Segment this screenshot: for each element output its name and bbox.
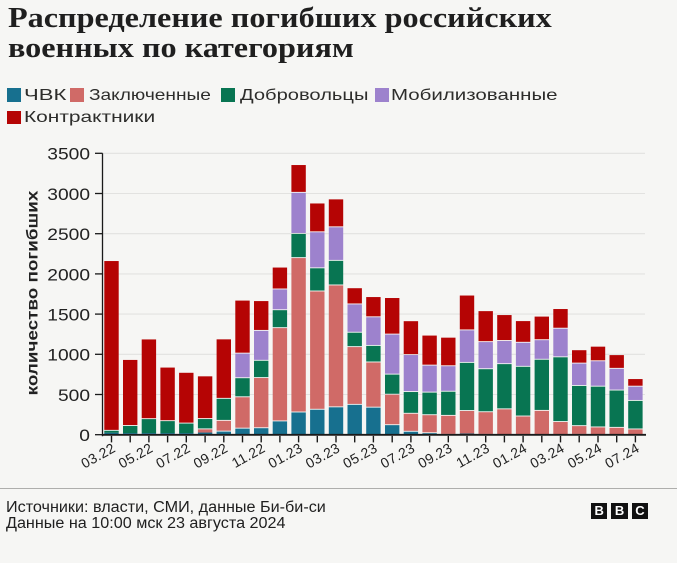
- svg-text:03.24: 03.24: [527, 440, 567, 472]
- svg-text:11.22: 11.22: [229, 440, 268, 471]
- svg-text:11.23: 11.23: [453, 440, 492, 471]
- svg-text:количество погибших: количество погибших: [23, 190, 41, 395]
- svg-text:2500: 2500: [47, 225, 90, 244]
- svg-text:3500: 3500: [47, 145, 90, 164]
- svg-text:0: 0: [79, 426, 90, 445]
- svg-text:07.23: 07.23: [378, 440, 418, 472]
- svg-text:09.22: 09.22: [191, 440, 231, 472]
- svg-text:01.24: 01.24: [490, 440, 530, 472]
- svg-text:1000: 1000: [47, 346, 90, 365]
- svg-text:07.24: 07.24: [602, 440, 642, 472]
- svg-text:2000: 2000: [47, 265, 90, 284]
- svg-text:01.23: 01.23: [265, 440, 305, 472]
- svg-text:05.24: 05.24: [565, 440, 605, 472]
- svg-text:03.23: 03.23: [303, 440, 343, 472]
- svg-text:05.22: 05.22: [116, 440, 156, 472]
- svg-text:07.22: 07.22: [153, 440, 193, 472]
- svg-text:500: 500: [58, 386, 90, 405]
- svg-text:3000: 3000: [47, 185, 90, 204]
- svg-text:1500: 1500: [47, 306, 90, 325]
- svg-text:05.23: 05.23: [340, 440, 380, 472]
- svg-text:09.23: 09.23: [415, 440, 455, 472]
